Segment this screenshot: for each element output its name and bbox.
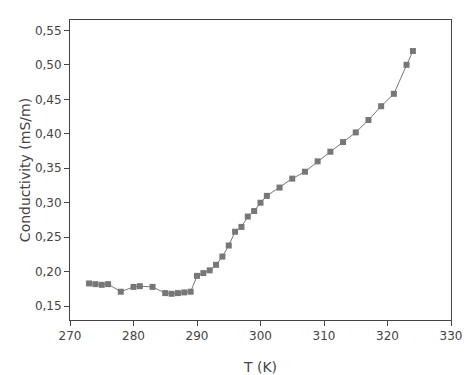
svg-text:330: 330 bbox=[440, 329, 463, 343]
svg-text:0,55: 0,55 bbox=[35, 24, 62, 38]
svg-text:0,20: 0,20 bbox=[35, 265, 62, 279]
svg-text:0,30: 0,30 bbox=[35, 196, 62, 210]
svg-text:T (K): T (K) bbox=[243, 359, 277, 375]
svg-text:0,25: 0,25 bbox=[35, 230, 62, 244]
svg-text:0,40: 0,40 bbox=[35, 127, 62, 141]
svg-text:0,15: 0,15 bbox=[35, 299, 62, 313]
svg-text:0,50: 0,50 bbox=[35, 58, 62, 72]
svg-text:0,45: 0,45 bbox=[35, 93, 62, 107]
svg-text:320: 320 bbox=[376, 329, 399, 343]
svg-text:0,35: 0,35 bbox=[35, 161, 62, 175]
svg-text:280: 280 bbox=[122, 329, 145, 343]
svg-text:300: 300 bbox=[249, 329, 272, 343]
svg-text:310: 310 bbox=[313, 329, 336, 343]
svg-text:Conductivity (mS/m): Conductivity (mS/m) bbox=[17, 98, 33, 242]
svg-text:290: 290 bbox=[186, 329, 209, 343]
svg-text:270: 270 bbox=[59, 329, 82, 343]
